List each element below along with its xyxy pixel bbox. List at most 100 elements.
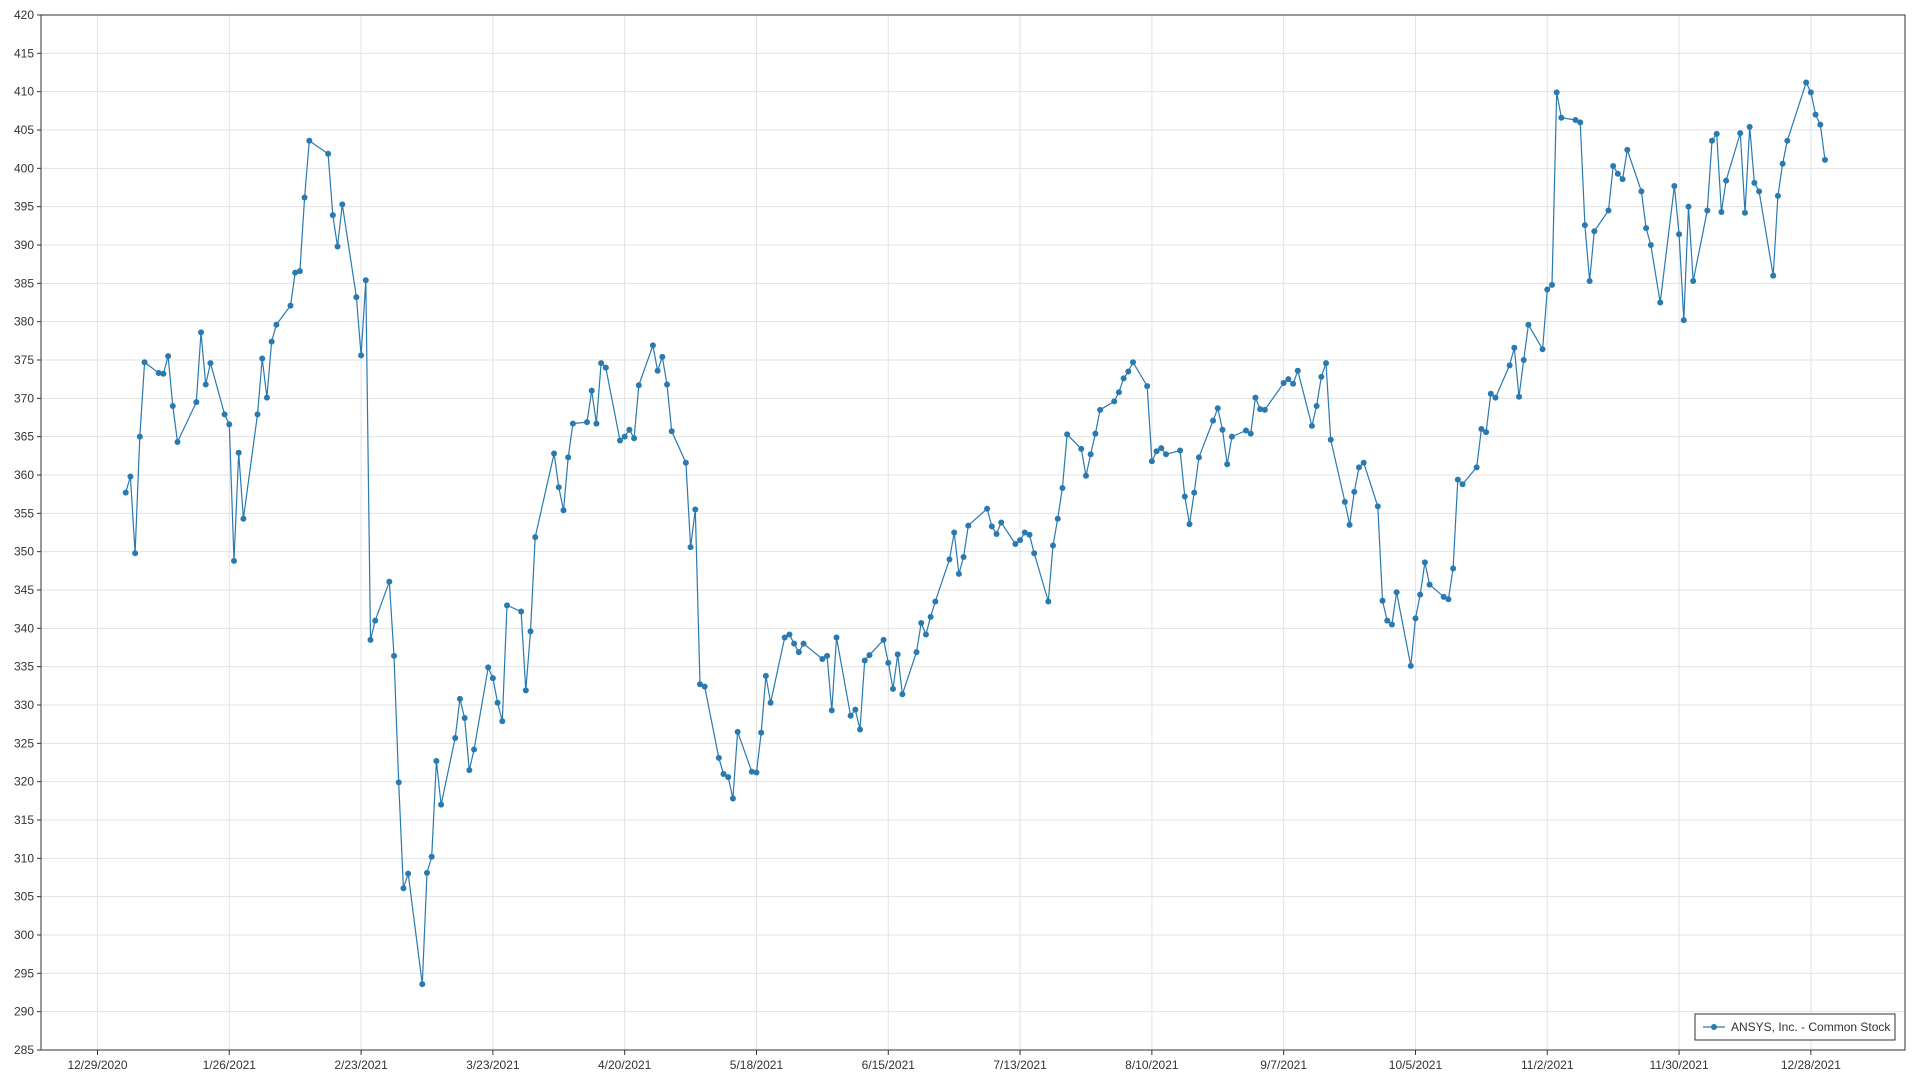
data-point — [1115, 389, 1122, 396]
data-point — [1379, 597, 1386, 604]
y-tick-label: 300 — [14, 928, 34, 942]
data-point — [602, 364, 609, 371]
y-tick-label: 375 — [14, 353, 34, 367]
data-point — [485, 664, 492, 671]
data-point — [1723, 177, 1730, 184]
data-point — [334, 243, 341, 250]
legend-marker — [1711, 1024, 1717, 1030]
data-point — [1228, 433, 1235, 440]
data-point — [1473, 464, 1480, 471]
data-point — [1558, 114, 1565, 121]
y-tick-label: 355 — [14, 506, 34, 520]
data-point — [1191, 489, 1198, 496]
data-point — [1012, 541, 1019, 547]
data-point — [1318, 373, 1325, 380]
data-point — [1459, 481, 1466, 488]
data-point — [329, 212, 336, 219]
data-point — [428, 853, 435, 860]
data-point — [927, 613, 934, 620]
data-point — [551, 450, 558, 457]
data-point — [1031, 550, 1038, 557]
series-line — [125, 80, 1826, 985]
data-point — [1821, 156, 1828, 163]
data-point — [631, 435, 638, 442]
y-tick-label: 415 — [14, 46, 34, 60]
data-point — [372, 617, 379, 624]
data-point — [1177, 447, 1184, 454]
data-point — [1186, 521, 1193, 528]
data-point — [155, 370, 162, 377]
data-point — [358, 352, 365, 359]
data-point — [1111, 398, 1118, 405]
data-point — [852, 706, 859, 713]
data-point — [819, 656, 826, 662]
data-point — [833, 634, 840, 641]
axes: 285 290 295 300 305 310 315 320 325 330 335 340 345 3… — [14, 8, 1906, 1072]
data-point — [1553, 89, 1560, 96]
data-point — [1257, 406, 1264, 413]
data-point — [461, 715, 468, 722]
data-point — [1059, 485, 1066, 492]
data-point — [786, 631, 793, 638]
data-point — [1412, 615, 1419, 622]
x-tick-label: 10/5/2021 — [1389, 1058, 1443, 1072]
data-point — [292, 269, 299, 276]
data-point — [955, 570, 962, 577]
data-point — [701, 683, 708, 690]
data-point — [1280, 380, 1287, 386]
data-point — [800, 640, 807, 647]
data-point — [988, 523, 995, 530]
x-tick-label: 2/23/2021 — [334, 1058, 388, 1072]
data-point — [1374, 503, 1381, 510]
data-point — [668, 428, 675, 435]
data-point — [165, 353, 172, 360]
data-point — [494, 699, 501, 706]
y-tick-label: 350 — [14, 545, 34, 559]
data-point — [1247, 430, 1254, 437]
data-point — [1492, 394, 1499, 401]
x-tick-label: 12/28/2021 — [1781, 1058, 1841, 1072]
y-tick-label: 290 — [14, 1005, 34, 1019]
data-point — [438, 801, 445, 808]
data-point — [555, 484, 562, 491]
x-tick-label: 6/15/2021 — [862, 1058, 916, 1072]
legend-label: ANSYS, Inc. - Common Stock — [1731, 1020, 1891, 1034]
data-point — [1680, 317, 1687, 324]
data-point — [1544, 286, 1551, 293]
data-point — [1746, 123, 1753, 130]
data-point — [268, 338, 275, 345]
data-point — [1355, 464, 1362, 471]
data-point — [1450, 565, 1457, 572]
data-point — [866, 652, 873, 659]
data-point — [1487, 390, 1494, 397]
data-point — [1313, 403, 1320, 409]
data-point — [456, 695, 463, 702]
y-tick-label: 385 — [14, 276, 34, 290]
y-tick-label: 395 — [14, 200, 34, 214]
data-point — [894, 651, 901, 658]
data-point — [861, 657, 868, 664]
data-point — [1346, 521, 1353, 528]
data-point — [518, 608, 525, 615]
data-point — [1713, 130, 1720, 137]
data-point — [1586, 278, 1593, 285]
data-point — [795, 649, 802, 656]
legend: ANSYS, Inc. - Common Stock — [1694, 1013, 1896, 1041]
data-point — [1158, 445, 1165, 452]
data-point — [616, 437, 623, 444]
data-point — [1054, 515, 1061, 522]
data-point — [984, 505, 991, 512]
x-tick-label: 1/26/2021 — [203, 1058, 257, 1072]
data-point — [1323, 360, 1330, 367]
y-tick-label: 365 — [14, 430, 34, 444]
data-point — [400, 885, 407, 892]
data-point — [889, 685, 896, 692]
data-point — [1026, 531, 1033, 538]
plot — [122, 79, 1828, 988]
data-point — [1144, 383, 1151, 390]
data-point — [1417, 591, 1424, 598]
data-point — [127, 473, 134, 480]
data-point — [1308, 422, 1315, 429]
data-point — [1130, 359, 1137, 366]
data-point — [263, 394, 270, 401]
